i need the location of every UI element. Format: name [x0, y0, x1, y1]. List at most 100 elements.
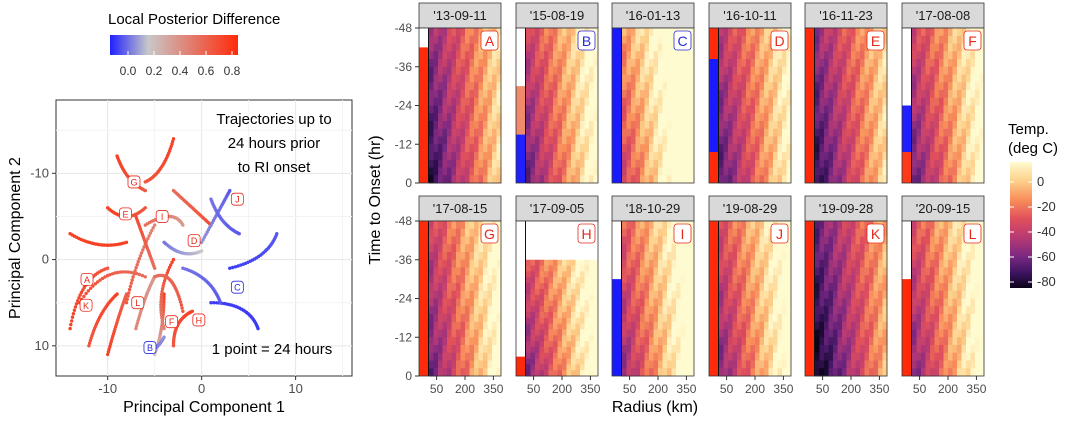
heatmap-cell: [719, 360, 724, 369]
heatmap-cell: [930, 275, 935, 284]
heatmap-cell: [851, 66, 856, 75]
heatmap-cell: [952, 74, 958, 83]
heatmap-cell: [842, 345, 847, 354]
heatmap-cell: [723, 368, 729, 377]
pca-label-text: G: [130, 177, 137, 187]
heatmap-cell: [746, 306, 751, 315]
heatmap-cell: [496, 152, 502, 161]
heatmap-cell: [750, 121, 756, 130]
heatmap-cell: [755, 329, 760, 338]
heatmap-cell: [653, 35, 659, 44]
heatmap-cell: [979, 28, 985, 37]
heatmap-x-tick-label: 50: [430, 382, 444, 396]
heatmap-cell: [544, 358, 549, 365]
heatmap-cell: [626, 167, 632, 176]
heatmap-cell: [979, 51, 985, 60]
heatmap-cell: [478, 128, 484, 137]
heatmap-cell: [966, 352, 971, 361]
heatmap-cell: [492, 337, 497, 346]
heatmap-cell: [930, 175, 935, 184]
heatmap-cell: [966, 244, 971, 253]
trajectory-point: [161, 324, 166, 328]
heatmap-cell: [640, 136, 645, 145]
heatmap-cell: [469, 352, 475, 361]
heatmap-cell: [833, 228, 838, 237]
heatmap-cell: [970, 97, 976, 106]
heatmap-cell: [635, 244, 641, 253]
heatmap-cell: [764, 360, 769, 369]
heatmap-cell: [723, 159, 729, 168]
heatmap-cell: [571, 167, 576, 176]
heatmap-cell: [921, 175, 926, 184]
heatmap-cell: [469, 97, 475, 106]
heatmap-cell: [469, 228, 475, 237]
heatmap-cell: [855, 337, 861, 346]
heatmap-cell: [653, 113, 659, 122]
heatmap-cell: [483, 345, 488, 354]
heatmap-cell: [786, 314, 792, 323]
heatmap-cell: [662, 321, 668, 330]
heatmap-cell: [737, 136, 742, 145]
heatmap-cell: [483, 167, 488, 176]
heatmap-cell: [460, 306, 466, 315]
heatmap-cell: [544, 28, 549, 37]
heatmap-cell: [815, 314, 820, 323]
heatmap-cell: [487, 244, 493, 253]
heatmap-cell: [465, 159, 470, 168]
heatmap-cell: [492, 152, 497, 161]
pca-label-box: [143, 341, 157, 354]
heatmap-cell: [833, 345, 838, 354]
heatmap-cell: [755, 51, 760, 60]
heatmap-cell: [934, 360, 940, 369]
heatmap-cell: [649, 352, 654, 361]
heatmap-cell: [921, 283, 926, 292]
heatmap-cell: [939, 290, 944, 299]
heatmap-cell: [828, 90, 834, 99]
heatmap-cell: [478, 159, 484, 168]
heatmap-cell: [741, 97, 747, 106]
heatmap-cell: [553, 35, 558, 44]
heatmap-cell: [631, 337, 636, 346]
heatmap-cell: [824, 360, 829, 369]
heatmap-cell: [966, 105, 971, 114]
heatmap-cell: [873, 298, 879, 307]
heatmap-cell: [948, 90, 953, 99]
heatmap-cell: [589, 136, 594, 145]
heatmap-cell: [685, 314, 690, 323]
heatmap-cell: [483, 97, 488, 106]
heatmap-cell: [930, 152, 935, 161]
heatmap-cell: [782, 321, 787, 330]
heatmap-cell: [979, 221, 985, 230]
heatmap-cell: [496, 113, 502, 122]
heatmap-cell: [882, 337, 888, 346]
heatmap-cell: [465, 90, 470, 99]
heatmap-cell: [882, 360, 888, 369]
heatmap-cell: [469, 66, 475, 75]
heatmap-cell: [957, 97, 962, 106]
heatmap-cell: [447, 221, 452, 230]
heatmap-cell: [846, 345, 852, 354]
heatmap-cell: [478, 306, 484, 315]
heatmap-cell: [626, 290, 632, 299]
heatmap-cell: [952, 368, 958, 377]
heatmap-cell: [925, 290, 931, 299]
trajectory-point: [148, 231, 153, 235]
heatmap-cell: [566, 283, 572, 290]
heatmap-cell: [447, 128, 452, 137]
heatmap-cell: [653, 43, 659, 52]
heatmap-cell: [589, 306, 594, 313]
heatmap-cell: [759, 175, 765, 184]
trajectory-point: [135, 271, 139, 276]
heatmap-cell: [759, 314, 765, 323]
heatmap-cell: [943, 128, 949, 137]
heatmap-cell: [970, 298, 976, 307]
heatmap-cell: [566, 277, 572, 284]
heatmap-cell: [732, 290, 738, 299]
heatmap-cell: [925, 228, 931, 237]
heatmap-cell: [878, 90, 883, 99]
heatmap-cell: [943, 259, 949, 268]
heatmap-cell: [653, 167, 659, 176]
heatmap-cell: [685, 352, 690, 361]
heatmap-cell: [584, 74, 590, 83]
heatmap-cell: [837, 228, 843, 237]
